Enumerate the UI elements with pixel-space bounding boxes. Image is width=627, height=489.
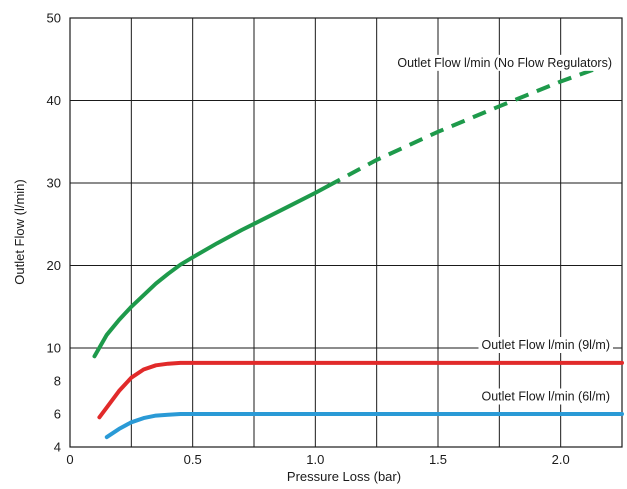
y-tick-label: 40 <box>47 93 61 108</box>
y-tick-label: 6 <box>54 407 61 422</box>
series-label-1: Outlet Flow l/min (9l/m) <box>478 337 613 353</box>
y-tick-label: 4 <box>54 440 61 455</box>
series-label-bg <box>478 337 613 353</box>
series-line-0 <box>92 184 330 359</box>
y-tick-label: 30 <box>47 176 61 191</box>
y-axis-title: Outlet Flow (l/min) <box>12 179 27 284</box>
x-tick-label: 0.5 <box>184 452 202 467</box>
x-tick-label: 2.0 <box>552 452 570 467</box>
series-line-2 <box>97 360 624 420</box>
series-label-2: Outlet Flow l/min (6l/m) <box>478 388 613 405</box>
x-tick-label: 0 <box>66 452 73 467</box>
series-label-text: Outlet Flow l/min (No Flow Regulators) <box>397 56 612 70</box>
plot-frame <box>69 17 623 448</box>
series-label-bg <box>478 388 613 405</box>
y-tick-label: 10 <box>47 341 61 356</box>
series-label-layer: Outlet Flow l/min (No Flow Regulators) Ou… <box>394 54 615 405</box>
series-line-1 <box>326 57 623 189</box>
series-line-3 <box>104 412 624 440</box>
series-layer <box>92 57 624 440</box>
series-label-text: Outlet Flow l/min (6l/m) <box>482 390 611 404</box>
tick-label-layer: 0 0.5 1.0 1.5 2.0 4 6 8 10 20 30 40 50 <box>47 11 570 468</box>
x-tick-label: 1.5 <box>429 452 447 467</box>
series-label-0: Outlet Flow l/min (No Flow Regulators) <box>394 54 615 71</box>
series-label-bg <box>394 54 615 71</box>
x-tick-label: 1.0 <box>306 452 324 467</box>
series-label-text: Outlet Flow l/min (9l/m) <box>482 338 611 352</box>
y-tick-label: 8 <box>54 374 61 389</box>
x-axis-title: Pressure Loss (bar) <box>287 469 401 484</box>
y-tick-label: 20 <box>47 258 61 273</box>
y-tick-label: 50 <box>47 11 61 26</box>
